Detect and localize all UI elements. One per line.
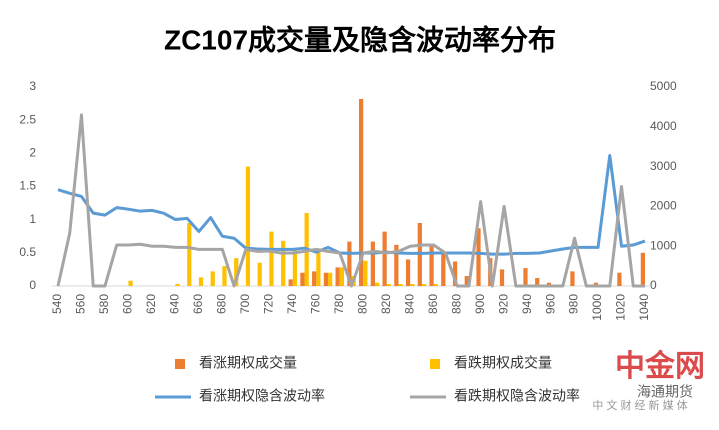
legend-label: 看跌期权隐含波动率	[454, 388, 580, 404]
bar	[452, 261, 458, 286]
bar	[546, 282, 552, 286]
bar	[398, 284, 403, 286]
bar	[198, 277, 204, 286]
bar	[269, 231, 274, 286]
x-tick-label: 780	[332, 294, 346, 314]
bar	[363, 260, 368, 286]
line	[57, 153, 646, 256]
bar	[323, 272, 329, 286]
y-tick-label: 3	[29, 79, 36, 93]
bar	[429, 246, 434, 286]
x-tick-label: 820	[379, 294, 393, 314]
y2-tick-label: 5000	[650, 79, 677, 93]
bar	[312, 271, 317, 286]
x-tick-label: 1020	[614, 294, 628, 321]
x-tick-label: 640	[168, 294, 182, 314]
bar	[347, 241, 352, 286]
watermark: 中金网	[615, 349, 705, 383]
y-tick-label: 0.5	[19, 245, 36, 259]
watermark: 中 文 财 经 新 媒 体	[592, 398, 687, 412]
bar	[292, 249, 298, 286]
bar	[476, 228, 481, 286]
bar	[499, 269, 505, 286]
bar	[523, 268, 528, 286]
legend-swatch	[175, 359, 185, 369]
y2-tick-label: 0	[650, 278, 657, 292]
legend-swatch	[430, 359, 440, 369]
bar	[570, 271, 575, 286]
bar	[257, 262, 262, 286]
bar	[281, 240, 286, 286]
x-tick-label: 680	[215, 294, 229, 314]
bar	[386, 284, 391, 286]
bar	[394, 244, 399, 286]
y2-tick-label: 2000	[650, 199, 677, 213]
bar	[339, 267, 344, 286]
bar	[374, 282, 380, 286]
x-tick-label: 940	[520, 294, 534, 314]
x-tick-label: 620	[144, 294, 158, 314]
bar	[640, 252, 645, 286]
bar	[187, 222, 192, 286]
legend-label: 看跌期权成交量	[454, 355, 552, 371]
bar	[234, 258, 239, 286]
bar	[535, 278, 540, 286]
bar	[410, 284, 415, 286]
bar	[288, 279, 293, 286]
x-tick-label: 760	[308, 294, 322, 314]
bar	[175, 284, 180, 286]
x-tick-label: 600	[121, 294, 135, 314]
bar	[316, 249, 321, 286]
y-tick-label: 0	[29, 278, 36, 292]
bar	[128, 280, 133, 286]
y-tick-label: 1	[29, 212, 36, 226]
bar	[359, 98, 364, 286]
bar	[335, 267, 340, 286]
x-tick-label: 660	[191, 294, 205, 314]
bar	[370, 241, 375, 286]
bar	[245, 166, 251, 286]
x-tick-label: 920	[496, 294, 510, 314]
bar	[382, 231, 387, 286]
chart-title: ZC107成交量及隐含波动率分布	[164, 23, 556, 55]
watermark: 海通期货	[637, 384, 693, 400]
bar	[405, 259, 411, 286]
x-tick-label: 580	[97, 294, 111, 314]
y2-tick-label: 4000	[650, 119, 677, 133]
legend-label: 看涨期权隐含波动率	[199, 388, 325, 404]
bar	[433, 284, 438, 286]
bar	[464, 276, 469, 286]
bar	[328, 272, 333, 286]
x-tick-label: 800	[355, 294, 369, 314]
y-tick-label: 2	[29, 146, 36, 160]
bar	[421, 284, 427, 286]
line	[56, 113, 645, 288]
x-tick-label: 700	[238, 294, 252, 314]
x-tick-label: 860	[426, 294, 440, 314]
bar	[210, 271, 215, 286]
y-tick-label: 2.5	[19, 112, 36, 126]
x-tick-label: 880	[449, 294, 463, 314]
x-tick-label: 840	[402, 294, 416, 314]
x-tick-label: 960	[543, 294, 557, 314]
y2-tick-label: 3000	[650, 159, 677, 173]
bar	[617, 272, 622, 286]
y-tick-label: 1.5	[19, 179, 36, 193]
legend-label: 看涨期权成交量	[199, 355, 297, 371]
x-tick-label: 980	[567, 294, 581, 314]
bar	[222, 266, 227, 286]
x-tick-label: 720	[261, 294, 275, 314]
x-tick-label: 560	[74, 294, 88, 314]
y2-tick-label: 1000	[650, 238, 677, 252]
x-tick-label: 1040	[637, 294, 651, 321]
x-tick-label: 540	[50, 294, 64, 314]
bar	[593, 282, 599, 286]
x-tick-label: 740	[285, 294, 299, 314]
x-tick-label: 900	[473, 294, 487, 314]
x-tick-label: 1000	[590, 294, 604, 321]
bar	[300, 272, 305, 286]
bar	[441, 252, 446, 286]
